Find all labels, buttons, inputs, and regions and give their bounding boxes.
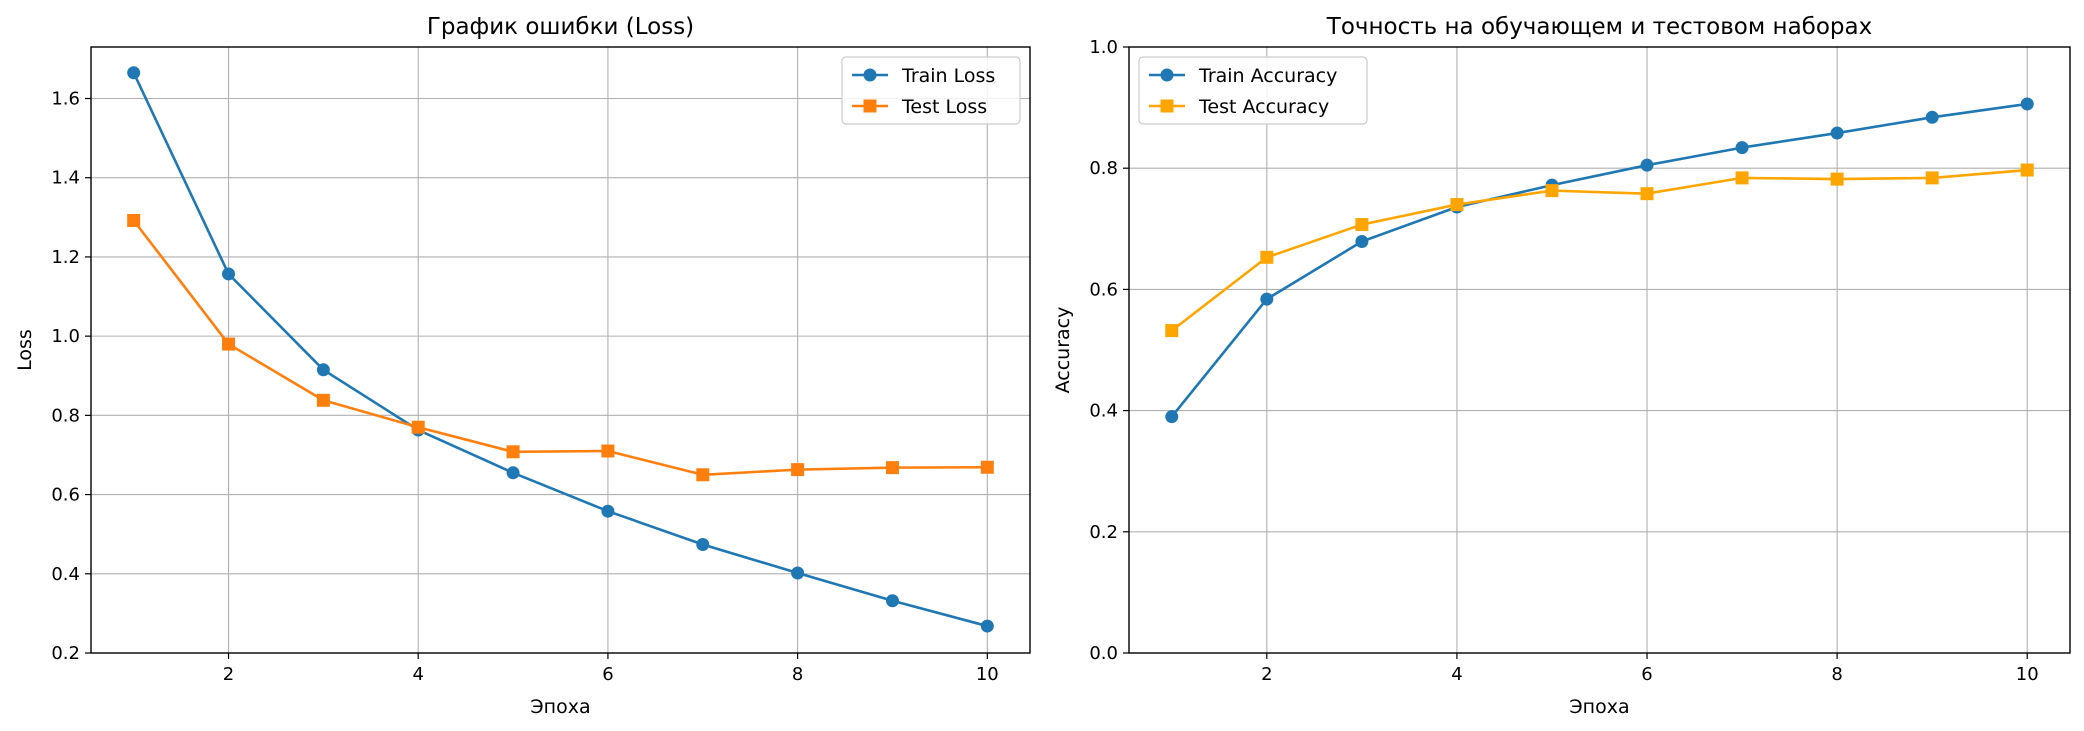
y-tick-label: 0.6 <box>51 485 80 506</box>
y-tick-label: 0.2 <box>1089 522 1118 543</box>
x-tick-label: 2 <box>1261 664 1272 685</box>
data-point <box>506 445 520 459</box>
data-point <box>222 337 236 351</box>
data-point <box>1830 126 1844 140</box>
legend-label: Test Loss <box>901 96 987 118</box>
chart-title: График ошибки (Loss) <box>427 14 694 40</box>
data-point <box>885 594 899 608</box>
data-point <box>1545 184 1559 198</box>
data-point <box>1735 141 1749 155</box>
legend-swatch-marker <box>863 99 877 113</box>
x-tick-label: 8 <box>1831 664 1842 685</box>
legend-label: Train Loss <box>901 65 995 87</box>
data-point <box>506 466 520 480</box>
legend-swatch-marker <box>1160 68 1174 82</box>
x-tick-label: 8 <box>792 664 803 685</box>
y-tick-label: 1.2 <box>51 247 80 268</box>
axes-frame <box>90 46 1031 654</box>
x-tick-label: 6 <box>602 664 613 685</box>
data-point <box>316 363 330 377</box>
data-point <box>1355 218 1369 232</box>
legend-label: Test Accuracy <box>1198 96 1329 118</box>
data-point <box>1925 171 1939 185</box>
y-axis-label: Loss <box>14 329 36 371</box>
y-tick-label: 1.0 <box>1089 37 1118 58</box>
data-point <box>791 566 805 580</box>
chart-title: Точность на обучающем и тестовом наборах <box>1326 14 1872 40</box>
x-tick-label: 10 <box>2016 664 2039 685</box>
x-tick-label: 4 <box>1451 664 1462 685</box>
legend-swatch-marker <box>1160 99 1174 113</box>
y-axis-label: Accuracy <box>1052 307 1074 394</box>
y-tick-label: 0.0 <box>1089 643 1118 664</box>
data-point <box>885 461 899 475</box>
y-tick-label: 1.0 <box>51 326 80 347</box>
legend-swatch-marker <box>863 68 877 82</box>
data-point <box>1165 324 1179 338</box>
x-tick-label: 10 <box>976 664 999 685</box>
series-line-1 <box>132 72 988 628</box>
data-point <box>1640 187 1654 201</box>
series-line-2 <box>1170 168 2028 332</box>
y-tick-label: 1.6 <box>51 88 80 109</box>
data-point <box>1165 410 1179 424</box>
data-point <box>791 463 805 477</box>
data-point <box>222 267 236 281</box>
data-point <box>1830 172 1844 186</box>
data-point <box>127 213 141 227</box>
data-point <box>1640 158 1654 172</box>
y-tick-label: 0.6 <box>1089 279 1118 300</box>
data-point <box>1260 292 1274 306</box>
data-point <box>1925 110 1939 124</box>
legend-label: Train Accuracy <box>1198 65 1337 87</box>
data-point <box>601 504 615 518</box>
series-line-2 <box>132 219 988 477</box>
legend-box <box>1138 56 1368 125</box>
data-point <box>980 619 994 633</box>
y-tick-label: 0.8 <box>51 405 80 426</box>
data-point <box>601 444 615 458</box>
x-tick-label: 6 <box>1641 664 1652 685</box>
y-tick-label: 0.4 <box>1089 401 1118 422</box>
data-point <box>2020 163 2034 177</box>
axes-frame <box>1128 46 2071 654</box>
chart-panel-1: 2 4 6 8 10 0.2 0.4 0.6 0.8 1.0 1.2 1.4 1.6 График оши… <box>14 14 1031 718</box>
data-point <box>1260 250 1274 264</box>
data-point <box>316 393 330 407</box>
data-point <box>696 468 710 482</box>
y-tick-label: 0.4 <box>51 564 80 585</box>
data-point <box>1450 198 1464 212</box>
y-tick-label: 1.4 <box>51 168 80 189</box>
x-tick-label: 2 <box>223 664 234 685</box>
series-line-1 <box>1170 102 2028 418</box>
data-point <box>127 66 141 80</box>
data-point <box>2020 97 2034 111</box>
data-point <box>1735 171 1749 185</box>
x-tick-label: 4 <box>413 664 424 685</box>
chart-panel-2: 2 4 6 8 10 0.0 0.2 0.4 0.6 0.8 1.0 Точность на обуч… <box>1052 14 2071 718</box>
x-axis-label: Эпоха <box>530 696 590 718</box>
y-tick-label: 0.8 <box>1089 158 1118 179</box>
y-tick-label: 0.2 <box>51 643 80 664</box>
data-point <box>980 460 994 474</box>
data-point <box>1355 235 1369 249</box>
x-axis-label: Эпоха <box>1569 696 1629 718</box>
data-point <box>411 420 425 434</box>
data-point <box>696 537 710 551</box>
